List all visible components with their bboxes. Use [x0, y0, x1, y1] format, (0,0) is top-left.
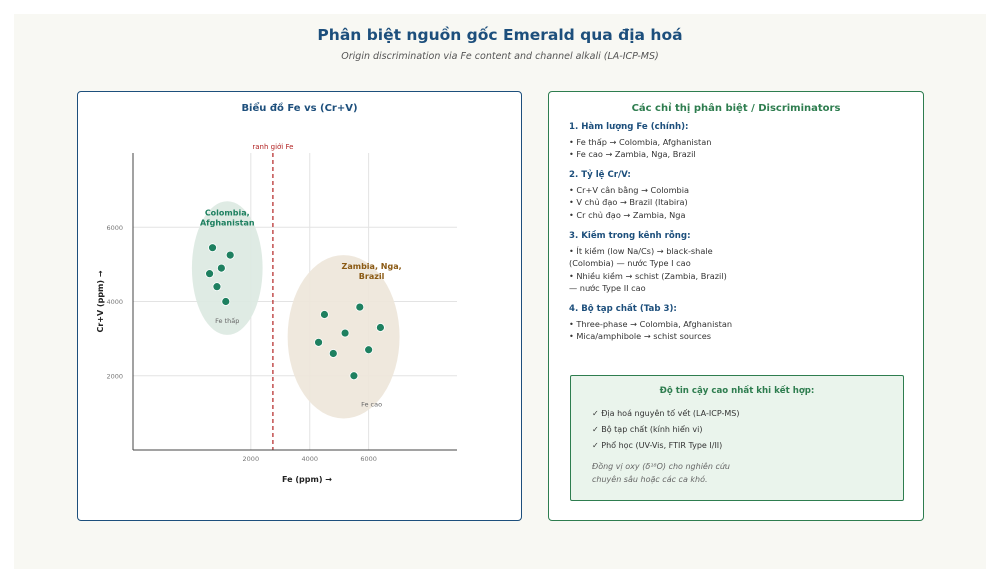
section-line: • Three-phase → Colombia, Afghanistan	[569, 318, 733, 329]
section-alkali: 3. Kiềm trong kênh rỗng: • Ít kiềm (low …	[569, 230, 909, 295]
summary-note: Đồng vị oxy (δ¹⁸O) cho nghiên cứu chuyên…	[592, 461, 792, 486]
summary-title: Độ tin cậy cao nhất khi kết hợp:	[659, 386, 815, 396]
section-heading: 2. Tỷ lệ Cr/V:	[569, 170, 631, 180]
data-point	[349, 370, 358, 380]
data-point	[225, 250, 235, 259]
cluster-ellipse	[191, 200, 263, 335]
section-crv: 2. Tỷ lệ Cr/V: • Cr+V cân bằng → Colombi…	[569, 169, 909, 221]
summary-item: ✓ Phổ học (UV-Vis, FTIR Type I/II)	[592, 441, 723, 450]
section-heading: 4. Bộ tạp chất (Tab 3):	[569, 304, 677, 314]
cluster-label: Brazil	[358, 272, 384, 281]
discriminators-panel: Các chỉ thị phân biệt / Discriminators 1…	[548, 91, 924, 521]
section-line: — nước Type II cao	[569, 283, 646, 293]
x-tick-label: 4000	[301, 455, 318, 463]
scatter-chart: ranh giới Fe 2000 4000 6000 2000 4000 6000 Fe (…	[96, 143, 457, 484]
data-point	[313, 337, 323, 347]
data-point	[354, 302, 364, 311]
summary-item: ✓ Bộ tạp chất (kính hiển vi)	[592, 425, 703, 434]
section-line: • Nhiều kiềm → schist (Zambia, Brazil)	[569, 270, 727, 281]
data-point	[363, 344, 373, 354]
data-point	[212, 281, 221, 291]
y-tick-label: 2000	[106, 372, 123, 380]
y-tick-label: 4000	[106, 298, 123, 306]
data-point	[319, 309, 329, 319]
data-point	[204, 268, 214, 278]
section-line: • Fe cao → Zambia, Nga, Brazil	[569, 149, 696, 159]
section-line: • Fe thấp → Colombia, Afghanistan	[569, 136, 712, 147]
data-point	[375, 322, 385, 332]
x-axis-label: Fe (ppm) →	[282, 475, 332, 484]
x-tick-label: 6000	[360, 455, 377, 463]
section-line: (Colombia) — nước Type I cao	[569, 258, 691, 268]
y-axis-label: Cr+V (ppm) →	[96, 270, 105, 332]
page-title: Phân biệt nguồn gốc Emerald qua địa hoá	[317, 26, 683, 44]
section-line: • Ít kiềm (low Na/Cs) → black-shale	[569, 245, 713, 256]
summary-item: ✓ Địa hoá nguyên tố vết (LA-ICP-MS)	[592, 409, 740, 418]
section-fe: 1. Hàm lượng Fe (chính): • Fe thấp → Col…	[569, 121, 909, 161]
cluster-label: Zambia, Nga,	[341, 262, 401, 271]
page-subtitle: Origin discrimination via Fe content and…	[341, 51, 659, 62]
data-point	[220, 296, 230, 306]
section-heading: 3. Kiềm trong kênh rỗng:	[569, 231, 691, 241]
discriminators-title: Các chỉ thị phân biệt / Discriminators	[631, 103, 841, 114]
summary-box: Độ tin cậy cao nhất khi kết hợp: ✓ Địa h…	[570, 375, 904, 501]
cluster-sublabel: Fe thấp	[215, 316, 239, 324]
threshold-label: ranh giới Fe	[252, 143, 293, 151]
section-line: • Cr chủ đạo → Zambia, Nga	[569, 209, 686, 220]
chart-panel: Biểu đồ Fe vs (Cr+V) ranh giới Fe 2000 400…	[77, 91, 522, 521]
y-tick-label: 6000	[106, 223, 123, 231]
data-point	[340, 328, 349, 337]
section-line: • Cr+V cân bằng → Colombia	[569, 184, 690, 195]
summary-note-line: chuyên sâu hoặc các ca khó.	[592, 474, 708, 484]
section-inclusions: 4. Bộ tạp chất (Tab 3): • Three-phase → …	[569, 303, 909, 341]
x-tick-label: 2000	[242, 455, 259, 463]
cluster-label: Afghanistan	[199, 218, 254, 227]
section-heading: 1. Hàm lượng Fe (chính):	[569, 122, 689, 132]
data-point	[207, 242, 217, 252]
data-point	[216, 263, 226, 272]
cluster-label: Colombia,	[204, 208, 249, 217]
summary-note-line: Đồng vị oxy (δ¹⁸O) cho nghiên cứu	[592, 462, 731, 471]
section-line: • V chủ đạo → Brazil (Itabira)	[569, 197, 688, 207]
cluster-sublabel: Fe cao	[361, 400, 382, 408]
data-point	[328, 348, 338, 358]
section-line: • Mica/amphibole → schist sources	[569, 331, 712, 341]
chart-title: Biểu đồ Fe vs (Cr+V)	[241, 103, 358, 114]
